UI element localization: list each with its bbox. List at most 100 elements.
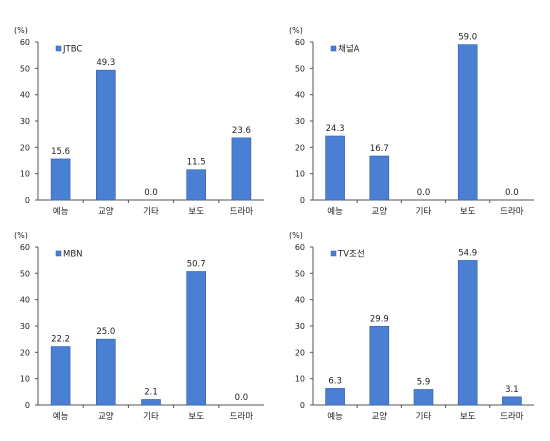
y-tick-label: 10 xyxy=(20,170,30,179)
x-tick-label: 기타 xyxy=(143,207,159,217)
y-tick-label: 50 xyxy=(295,64,305,73)
data-label: 15.6 xyxy=(51,147,70,157)
y-tick-label: 20 xyxy=(20,348,30,357)
bar-2 xyxy=(369,325,390,406)
bar-2 xyxy=(96,338,116,406)
data-label: 0.0 xyxy=(505,188,519,198)
data-label: 3.1 xyxy=(505,385,519,395)
legend-label: 채널A xyxy=(338,44,360,55)
data-label: 24.3 xyxy=(326,124,345,134)
y-tick-label: 20 xyxy=(295,143,305,152)
bar-2 xyxy=(96,69,116,201)
data-label: 0.0 xyxy=(144,188,158,198)
y-tick-label: 60 xyxy=(295,243,305,252)
data-label: 29.9 xyxy=(370,314,389,324)
x-tick-label: 예능 xyxy=(327,411,343,422)
y-tick-label: 10 xyxy=(295,170,305,179)
x-tick-label: 보도 xyxy=(460,207,476,217)
bar-3 xyxy=(141,399,161,406)
y-tick-label: 60 xyxy=(20,38,30,47)
y-tick-label: 0 xyxy=(300,196,305,205)
y-tick-label: 0 xyxy=(300,401,305,410)
y-axis-unit-label: (%) xyxy=(289,231,303,240)
data-label: 25.0 xyxy=(96,327,115,337)
data-label: 6.3 xyxy=(328,376,342,386)
data-label: 11.5 xyxy=(187,158,206,168)
data-label: 5.9 xyxy=(417,377,431,387)
legend-swatch xyxy=(55,250,62,257)
bar-1 xyxy=(50,346,71,406)
x-tick-label: 교양 xyxy=(98,206,114,217)
chart-panel-1: (%) 0 10 20 30 40 50 60 15.6 예능 49.3 교양 0.0 기타 11.5 보도 2… xyxy=(14,26,264,217)
chart-panel-4: (%) 0 10 20 30 40 50 60 6.3 예능 29.9 교양 5.9 기타 54.9 보도 3.… xyxy=(289,231,534,422)
y-tick-label: 40 xyxy=(20,296,30,305)
y-tick-label: 10 xyxy=(20,375,30,384)
x-tick-label: 예능 xyxy=(327,206,343,217)
y-tick-label: 0 xyxy=(25,401,30,410)
x-tick-label: 예능 xyxy=(53,206,69,217)
x-tick-label: 드라마 xyxy=(230,207,254,217)
y-tick-label: 30 xyxy=(295,117,305,126)
y-tick-label: 50 xyxy=(20,64,30,73)
x-tick-label: 기타 xyxy=(143,412,159,422)
chart-panel-2: (%) 0 10 20 30 40 50 60 24.3 예능 16.7 교양 0.0 기타 59.0 보도 0… xyxy=(289,26,534,217)
x-tick-label: 드라마 xyxy=(500,207,524,217)
y-axis-unit-label: (%) xyxy=(289,26,303,35)
y-tick-label: 40 xyxy=(20,91,30,100)
data-label: 0.0 xyxy=(417,188,431,198)
x-tick-label: 기타 xyxy=(416,207,432,217)
data-label: 0.0 xyxy=(235,393,249,403)
bar-1 xyxy=(325,388,345,406)
x-tick-label: 보도 xyxy=(460,412,476,422)
y-tick-label: 50 xyxy=(295,269,305,278)
y-tick-label: 60 xyxy=(20,243,30,252)
legend-swatch xyxy=(330,45,337,52)
y-tick-label: 40 xyxy=(295,296,305,305)
y-tick-label: 30 xyxy=(20,117,30,126)
legend-label: JTBC xyxy=(62,45,82,55)
y-tick-label: 30 xyxy=(295,322,305,331)
bar-3 xyxy=(413,389,434,406)
y-tick-label: 20 xyxy=(20,143,30,152)
y-tick-label: 50 xyxy=(20,269,30,278)
x-tick-label: 드라마 xyxy=(500,412,524,422)
bar-5 xyxy=(502,396,522,406)
legend-label: TV조선 xyxy=(337,250,365,260)
chart-panel-3: (%) 0 10 20 30 40 50 60 22.2 예능 25.0 교양 2.1 기타 50.7 보도 0… xyxy=(14,231,264,422)
data-label: 22.2 xyxy=(51,335,70,345)
y-axis-unit-label: (%) xyxy=(14,26,28,35)
y-tick-label: 20 xyxy=(295,348,305,357)
data-label: 49.3 xyxy=(96,58,115,68)
legend-label: MBN xyxy=(63,250,83,260)
legend-swatch xyxy=(330,250,337,257)
bar-4 xyxy=(186,169,206,201)
bar-1 xyxy=(325,135,345,201)
bar-4 xyxy=(457,44,478,201)
legend-swatch xyxy=(55,45,62,52)
data-label: 54.9 xyxy=(458,248,477,258)
x-tick-label: 교양 xyxy=(371,206,387,217)
data-label: 59.0 xyxy=(458,33,477,43)
x-tick-label: 교양 xyxy=(371,411,387,422)
y-tick-label: 0 xyxy=(25,196,30,205)
x-tick-label: 보도 xyxy=(188,412,204,422)
y-tick-label: 60 xyxy=(295,38,305,47)
bar-4 xyxy=(457,260,478,406)
data-label: 23.6 xyxy=(232,126,251,136)
y-tick-label: 10 xyxy=(295,375,305,384)
bar-5 xyxy=(231,137,252,201)
y-axis-unit-label: (%) xyxy=(14,231,28,240)
y-tick-label: 40 xyxy=(295,91,305,100)
bar-4 xyxy=(186,271,206,406)
bar-1 xyxy=(50,158,71,201)
x-tick-label: 보도 xyxy=(188,207,204,217)
data-label: 16.7 xyxy=(370,144,389,154)
x-tick-label: 기타 xyxy=(416,412,432,422)
x-tick-label: 드라마 xyxy=(230,412,254,422)
bar-2 xyxy=(369,155,390,201)
data-label: 2.1 xyxy=(144,387,158,397)
y-tick-label: 30 xyxy=(20,322,30,331)
data-label: 50.7 xyxy=(187,259,206,269)
x-tick-label: 교양 xyxy=(98,411,114,422)
